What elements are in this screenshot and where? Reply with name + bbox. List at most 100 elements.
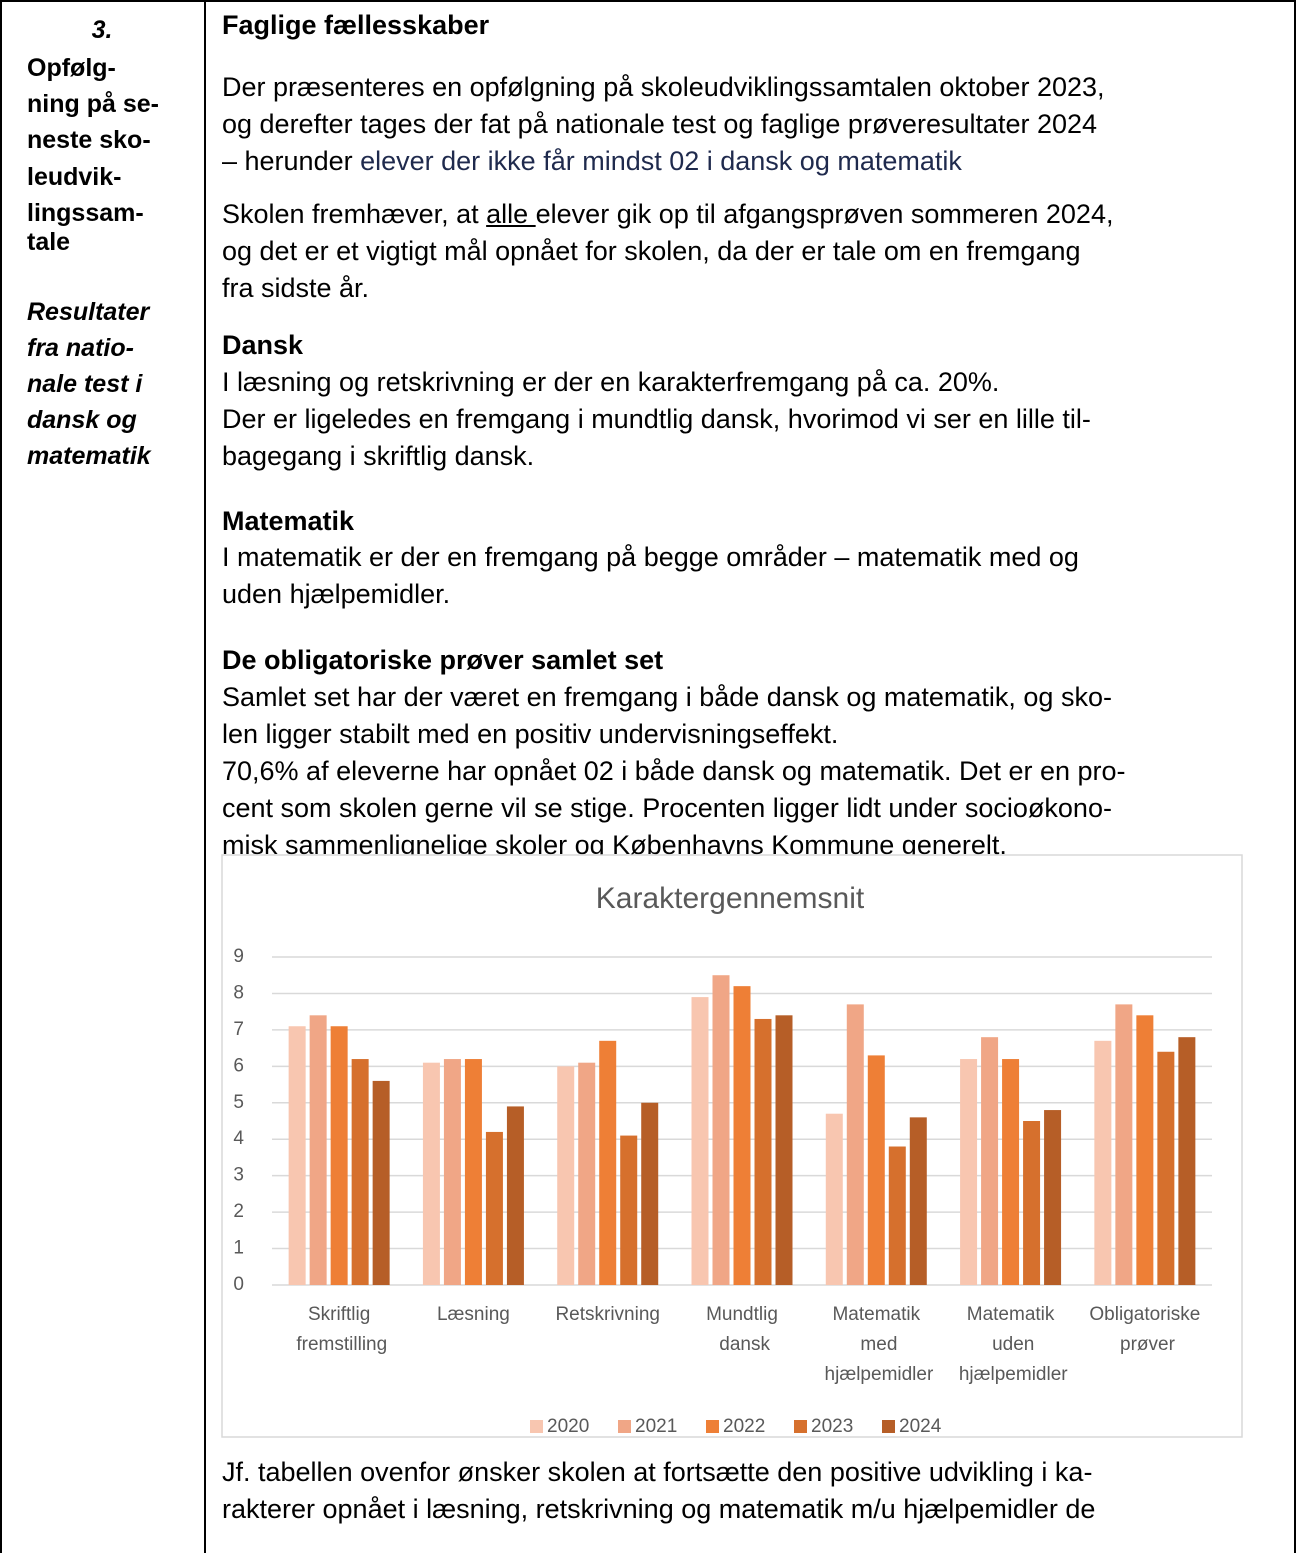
bar: [754, 1018, 772, 1285]
bar: [1023, 1121, 1041, 1285]
text-line: fra sidste år.: [222, 273, 370, 303]
text-line: I læsning og retskrivning er der en kara…: [222, 367, 1000, 397]
section-heading: De obligatoriske prøver samlet set: [222, 645, 664, 675]
y-tick-label: 8: [233, 982, 244, 1003]
left-subtitle-line: dansk og: [27, 406, 137, 434]
text-line: og det er et vigtigt mål opnået for skol…: [222, 236, 1081, 266]
underlined-text: alle: [486, 199, 536, 229]
text-line: rakterer opnået i læsning, retskrivning …: [222, 1494, 1096, 1524]
bar: [867, 1055, 885, 1285]
bar: [1136, 1015, 1154, 1285]
bar: [691, 997, 709, 1285]
legend-swatch: [530, 1420, 543, 1433]
bar: [330, 1026, 348, 1285]
bar: [981, 1037, 999, 1285]
bar: [578, 1062, 596, 1285]
bar: [825, 1113, 843, 1285]
y-tick-label: 1: [233, 1238, 244, 1259]
chart-frame: [221, 854, 1243, 1438]
text-line: 70,6% af eleverne har opnået 02 i både d…: [222, 756, 1126, 786]
section-heading: Matematik: [222, 506, 355, 536]
legend-swatch: [882, 1420, 895, 1433]
bar: [909, 1117, 927, 1285]
left-subtitle-line: matematik: [27, 442, 151, 470]
y-tick-label: 2: [233, 1201, 244, 1222]
legend-label: 2024: [899, 1416, 942, 1437]
text-segment: elever gik op til afgangsprøven sommeren…: [535, 199, 1114, 229]
bar: [1157, 1051, 1175, 1285]
text-line: uden hjælpemidler.: [222, 579, 451, 609]
bar: [712, 975, 730, 1285]
bar: [464, 1059, 482, 1285]
section-heading: Dansk: [222, 330, 304, 360]
left-title-line: lingssam-: [27, 199, 144, 227]
left-title-line: neste sko-: [27, 126, 151, 154]
bar: [557, 1066, 575, 1285]
bar: [775, 1015, 793, 1285]
section-heading: Faglige fællesskaber: [222, 10, 490, 40]
legend-swatch: [618, 1420, 631, 1433]
y-tick-label: 6: [233, 1055, 244, 1076]
left-title-line: tale: [27, 228, 71, 256]
bar: [599, 1040, 617, 1285]
text-line: Jf. tabellen ovenfor ønsker skolen at fo…: [222, 1457, 1093, 1487]
left-subtitle-line: nale test i: [27, 370, 143, 398]
y-tick-label: 7: [233, 1019, 244, 1040]
text-line: len ligger stabilt med en positiv underv…: [222, 719, 839, 749]
y-tick-label: 3: [233, 1165, 244, 1186]
bar: [1115, 1004, 1133, 1285]
legend-swatch: [706, 1420, 719, 1433]
bar: [288, 1026, 306, 1285]
text-line: cent som skolen gerne vil se stige. Proc…: [222, 793, 1112, 823]
bar: [485, 1131, 503, 1285]
bar: [1094, 1040, 1112, 1285]
x-tick-label: Skriftlig fremstilling: [291, 1304, 387, 1355]
text-line: Skolen fremhæver, at alle elever gik op …: [222, 196, 1113, 233]
y-tick-label: 9: [233, 946, 244, 967]
legend-swatch: [794, 1420, 807, 1433]
border-middle: [204, 0, 206, 1553]
bar: [620, 1135, 638, 1285]
bar: [506, 1106, 524, 1285]
text-segment: elever der ikke får mindst 02 i dansk og…: [360, 146, 962, 176]
text-line: – herunder elever der ikke får mindst 02…: [222, 143, 962, 180]
y-tick-label: 4: [233, 1128, 244, 1149]
bar: [372, 1080, 390, 1285]
left-subtitle-line: fra natio-: [27, 334, 134, 362]
y-tick-label: 0: [233, 1274, 244, 1295]
bar: [888, 1146, 906, 1285]
left-title-line: Opfølg-: [27, 54, 116, 82]
border-left: [0, 0, 2, 1553]
text-line: Der er ligeledes en fremgang i mundtlig …: [222, 404, 1091, 434]
x-tick-label: Læsning: [437, 1304, 510, 1325]
x-tick-label: Matematik uden hjælpemidler: [954, 1304, 1069, 1385]
bar: [960, 1059, 978, 1285]
bar: [422, 1062, 440, 1285]
left-title-line: leudvik-: [27, 163, 122, 191]
legend-label: 2023: [811, 1416, 853, 1437]
legend-label: 2021: [635, 1416, 677, 1437]
bar: [641, 1102, 659, 1285]
border-right: [1294, 0, 1296, 1553]
legend-label: 2020: [547, 1416, 589, 1437]
text-line: og derefter tages der fat på nationale t…: [222, 109, 1098, 139]
text-line: bagegang i skriftlig dansk.: [222, 441, 535, 471]
bar: [309, 1015, 327, 1285]
text-segment: – herunder: [222, 146, 361, 176]
bar: [1002, 1059, 1020, 1285]
bar: [1044, 1110, 1062, 1285]
bar: [351, 1059, 369, 1285]
x-tick-label: Mundtlig dansk: [706, 1304, 778, 1355]
x-tick-label: Retskrivning: [555, 1304, 660, 1325]
text-line: Samlet set har der været en fremgang i b…: [222, 682, 1112, 712]
legend-label: 2022: [723, 1416, 765, 1437]
bar: [443, 1059, 461, 1285]
x-tick-label: Obligatoriske prøver: [1089, 1304, 1200, 1355]
bar: [733, 986, 751, 1285]
bar: [846, 1004, 864, 1285]
text-line: I matematik er der en fremgang på begge …: [222, 542, 1079, 572]
y-tick-label: 5: [233, 1092, 244, 1113]
